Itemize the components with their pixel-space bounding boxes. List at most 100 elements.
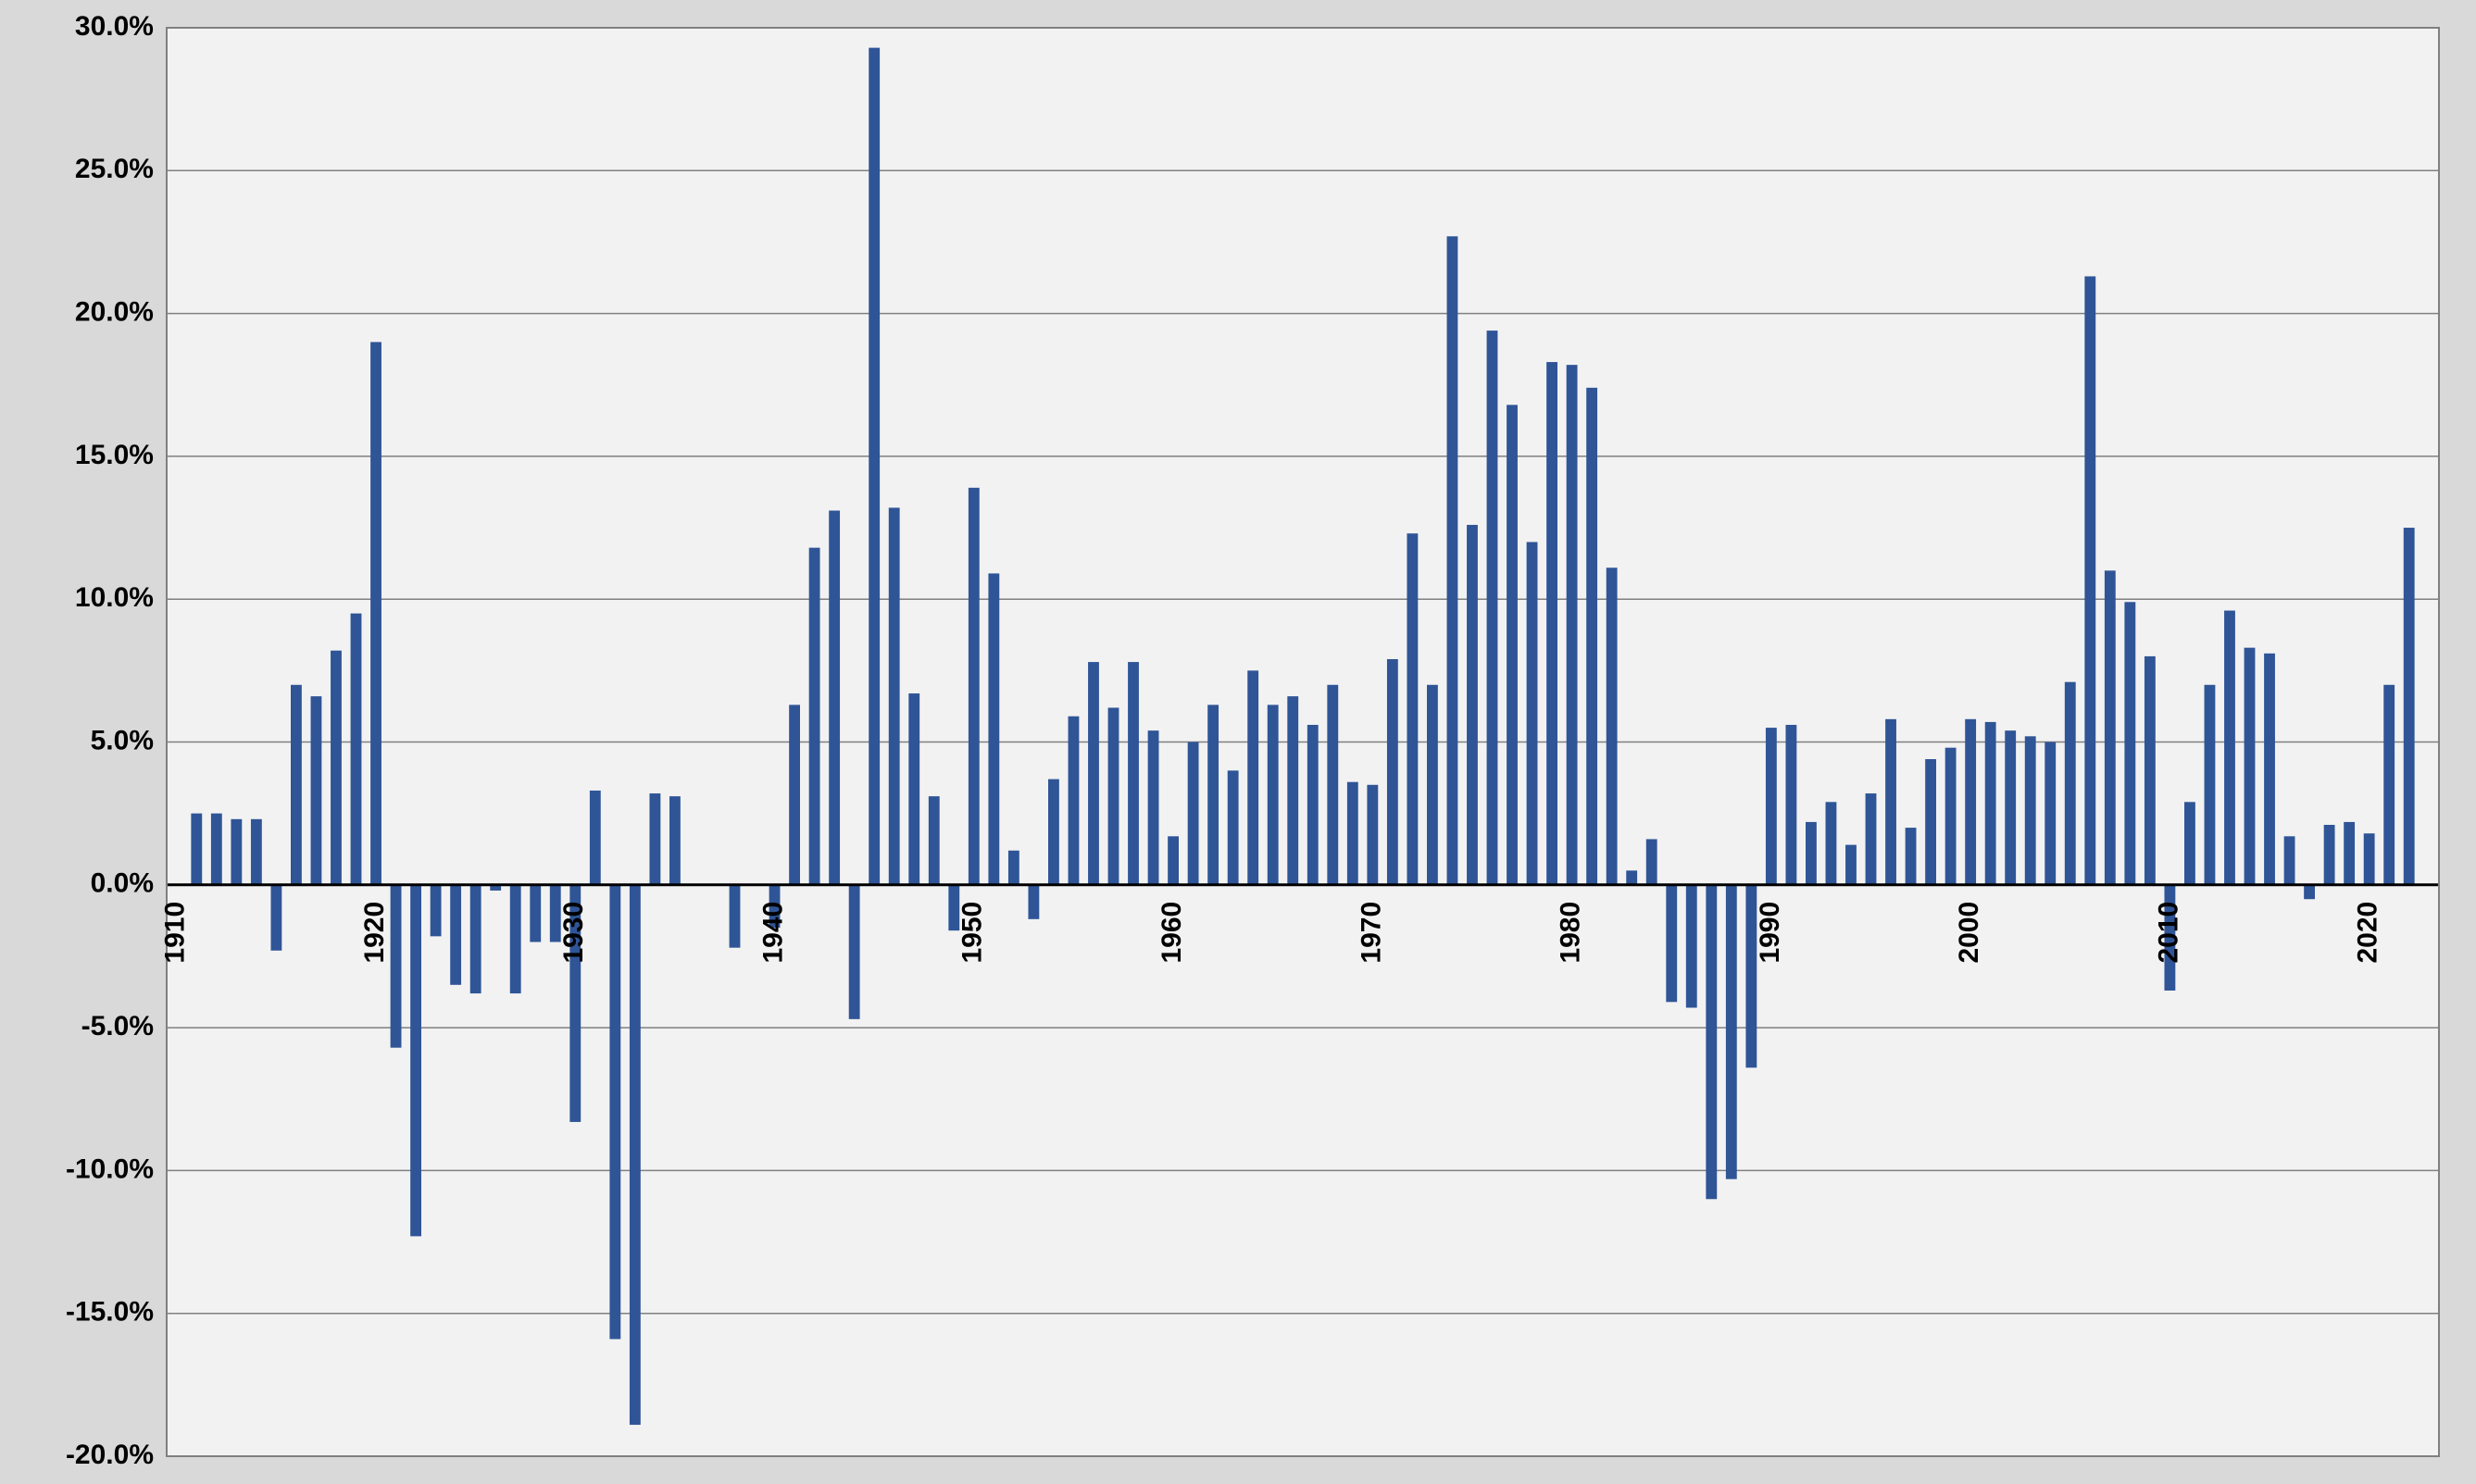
bar xyxy=(1985,722,1996,885)
bar xyxy=(2045,742,2056,885)
bar xyxy=(2184,802,2195,884)
bar xyxy=(2304,885,2315,899)
bar xyxy=(370,342,381,884)
x-tick-label: 1970 xyxy=(1356,902,1386,964)
bar xyxy=(1247,670,1258,884)
x-tick-label: 1980 xyxy=(1556,902,1586,964)
bar xyxy=(391,885,402,1048)
bar xyxy=(829,511,840,885)
bar xyxy=(1626,870,1637,884)
bar xyxy=(1427,685,1438,885)
bar xyxy=(410,885,421,1237)
bar xyxy=(1128,662,1139,885)
bar xyxy=(1048,779,1059,885)
bar xyxy=(2224,611,2235,885)
bar xyxy=(1028,885,1039,919)
bar xyxy=(1228,770,1239,884)
bar xyxy=(649,793,660,885)
bar xyxy=(908,693,919,885)
bar xyxy=(1327,685,1338,885)
x-tick-label: 2010 xyxy=(2153,902,2183,964)
bar xyxy=(2084,276,2095,884)
y-tick-label: -10.0% xyxy=(66,1154,154,1184)
x-tick-label: 1950 xyxy=(957,902,988,964)
bar xyxy=(988,573,999,884)
bar xyxy=(231,819,242,885)
x-tick-label: 1960 xyxy=(1157,902,1187,964)
bar xyxy=(2105,570,2116,884)
bar xyxy=(431,885,442,937)
bar xyxy=(2344,822,2355,885)
bar xyxy=(251,819,262,885)
y-tick-label: -5.0% xyxy=(81,1011,154,1041)
bar xyxy=(1785,725,1796,885)
bar xyxy=(1586,388,1597,885)
bar xyxy=(1287,696,1298,885)
bar xyxy=(1646,839,1657,884)
y-tick-label: 30.0% xyxy=(75,11,154,42)
x-tick-label: 1910 xyxy=(160,902,191,964)
y-tick-label: 25.0% xyxy=(75,154,154,184)
bar xyxy=(510,885,521,993)
bar xyxy=(1188,742,1199,885)
x-tick-label: 1940 xyxy=(757,902,788,964)
bar xyxy=(1008,851,1019,885)
bar xyxy=(450,885,461,985)
bar xyxy=(1965,719,1976,885)
bar xyxy=(1945,748,1957,885)
bar xyxy=(1806,822,1817,885)
bar xyxy=(1546,362,1557,885)
bar xyxy=(1826,802,1837,884)
bar xyxy=(590,791,601,885)
bar xyxy=(351,614,362,885)
bar xyxy=(2284,836,2295,884)
bar xyxy=(211,814,222,885)
bar xyxy=(1148,730,1159,885)
bar xyxy=(1168,836,1179,884)
y-tick-label: 0.0% xyxy=(91,868,154,899)
y-tick-label: 20.0% xyxy=(75,297,154,328)
bar xyxy=(2124,602,2135,885)
bar xyxy=(1885,719,1896,885)
bar xyxy=(2065,682,2076,885)
bar xyxy=(191,814,202,885)
bar xyxy=(669,796,681,885)
bar xyxy=(311,696,322,885)
bar xyxy=(1088,662,1099,885)
bar xyxy=(270,885,281,951)
bar xyxy=(889,507,900,884)
bar xyxy=(869,48,880,885)
x-tick-label: 1930 xyxy=(558,902,589,964)
bar xyxy=(1268,705,1279,884)
bar xyxy=(1307,725,1319,885)
bar xyxy=(2005,730,2016,885)
x-tick-label: 1920 xyxy=(359,902,390,964)
y-tick-label: 15.0% xyxy=(75,440,154,470)
bar xyxy=(1845,845,1857,885)
bar-chart: -20.0%-15.0%-10.0%-5.0%0.0%5.0%10.0%15.0… xyxy=(0,0,2476,1484)
y-tick-label: 5.0% xyxy=(91,725,154,755)
bar xyxy=(2264,654,2275,885)
bar xyxy=(2383,685,2395,885)
bar xyxy=(1367,785,1378,885)
bar xyxy=(2245,648,2256,885)
bar xyxy=(929,796,940,885)
bar xyxy=(1567,365,1578,885)
bar xyxy=(1207,705,1219,884)
bar xyxy=(1527,542,1538,884)
bar xyxy=(2324,825,2335,885)
bar xyxy=(291,685,302,885)
bar xyxy=(1866,793,1877,885)
x-tick-label: 2020 xyxy=(2353,902,2383,964)
bar xyxy=(969,488,980,885)
bar xyxy=(331,651,342,885)
bar xyxy=(2404,528,2415,885)
y-tick-label: -20.0% xyxy=(66,1440,154,1470)
bar xyxy=(2205,685,2216,885)
bar xyxy=(849,885,860,1019)
bar xyxy=(1766,728,1777,885)
bar xyxy=(809,548,820,885)
bar xyxy=(1487,330,1498,885)
bar xyxy=(1906,828,1917,885)
bar xyxy=(2145,656,2156,885)
